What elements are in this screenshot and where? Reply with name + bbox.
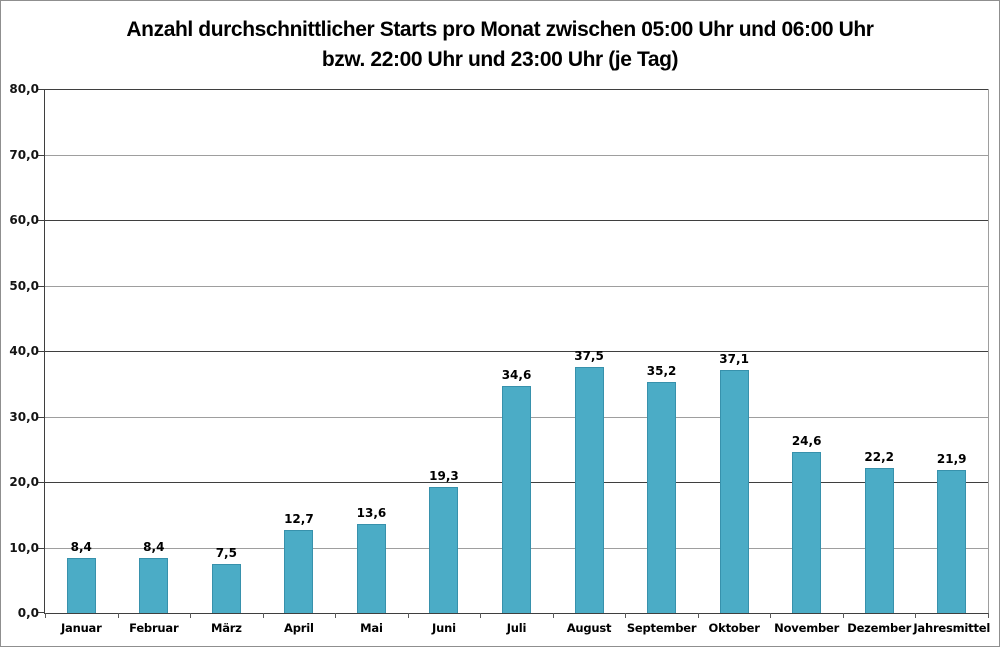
bar xyxy=(865,468,894,613)
bar xyxy=(720,370,749,613)
bar xyxy=(357,524,386,613)
gridline xyxy=(45,220,988,221)
bar xyxy=(67,558,96,613)
y-tick xyxy=(38,220,44,221)
bar-value-label: 22,2 xyxy=(864,450,894,464)
bar-value-label: 34,6 xyxy=(501,368,532,382)
x-tick xyxy=(45,613,46,618)
x-tick xyxy=(625,613,626,618)
chart-title-line-2: bzw. 22:00 Uhr und 23:00 Uhr (je Tag) xyxy=(321,48,679,71)
bar-value-label: 37,5 xyxy=(574,349,604,363)
bar-value-label: 7,5 xyxy=(215,546,237,560)
y-axis-label: 60,0 xyxy=(9,213,39,227)
bar-value-label: 8,4 xyxy=(70,540,92,554)
bar-value-label: 35,2 xyxy=(646,364,677,378)
x-axis-label: Januar xyxy=(60,621,102,635)
y-axis-label: 20,0 xyxy=(9,475,39,489)
x-axis-label: August xyxy=(566,621,612,635)
bar xyxy=(284,530,313,613)
x-tick xyxy=(988,613,989,618)
x-tick xyxy=(118,613,119,618)
plot-area: 8,4 Januar 8,4 Februar 7,5 März 12,7 April 13,6 M… xyxy=(38,89,990,635)
x-axis-label: Dezember xyxy=(847,621,912,635)
bar-value-label: 19,3 xyxy=(429,469,459,483)
x-axis-label: Juli xyxy=(506,621,527,635)
x-axis-label: November xyxy=(774,621,840,635)
x-tick xyxy=(480,613,481,618)
bar xyxy=(429,487,458,613)
y-axis-label: 70,0 xyxy=(9,147,39,162)
x-axis-label: Juni xyxy=(432,621,456,635)
y-tick xyxy=(38,416,44,418)
x-tick xyxy=(915,613,916,618)
bar-value-label: 8,4 xyxy=(143,540,165,554)
y-axis-label: 80,0 xyxy=(9,82,39,96)
y-axis-label: 40,0 xyxy=(9,344,39,358)
x-axis-label: September xyxy=(626,621,697,635)
bar-value-label: 37,1 xyxy=(719,352,749,366)
y-tick xyxy=(38,351,44,352)
x-tick xyxy=(190,613,191,618)
bar-value-label: 12,7 xyxy=(284,512,314,526)
gridline xyxy=(45,154,988,156)
x-axis-label: Mai xyxy=(360,621,383,635)
bar xyxy=(139,558,168,613)
y-tick xyxy=(38,547,44,549)
y-tick xyxy=(38,89,44,90)
x-tick xyxy=(698,613,699,618)
x-axis-label: Februar xyxy=(129,621,179,635)
chart-title-line-1: Anzahl durchschnittlicher Starts pro Mon… xyxy=(126,18,874,41)
x-tick xyxy=(553,613,554,618)
bar xyxy=(502,386,531,613)
bar-value-label: 24,6 xyxy=(791,434,822,448)
x-tick xyxy=(770,613,771,618)
bar xyxy=(575,367,604,613)
x-axis-label: März xyxy=(210,621,242,635)
bar xyxy=(212,564,241,613)
gridline xyxy=(45,351,988,352)
bar xyxy=(647,382,676,613)
bar xyxy=(792,452,821,613)
y-axis-label: 30,0 xyxy=(9,409,39,424)
x-tick xyxy=(408,613,409,618)
x-tick xyxy=(263,613,264,618)
y-tick xyxy=(38,612,44,613)
y-axis-label: 50,0 xyxy=(9,278,39,293)
bar-value-label: 21,9 xyxy=(936,452,967,466)
y-axis-label: 0,0 xyxy=(17,606,39,620)
y-tick xyxy=(38,154,44,156)
x-axis-label: Oktober xyxy=(708,621,760,635)
y-tick xyxy=(38,285,44,287)
x-axis-label: April xyxy=(284,621,314,635)
x-tick xyxy=(335,613,336,618)
gridline xyxy=(45,285,988,287)
bar-value-label: 13,6 xyxy=(356,506,387,520)
y-tick xyxy=(38,482,44,483)
x-tick xyxy=(843,613,844,618)
gridline xyxy=(45,89,988,90)
chart-title: Anzahl durchschnittlicher Starts pro Mon… xyxy=(1,15,999,75)
x-axis-label: Jahresmittel xyxy=(913,621,991,635)
bar xyxy=(937,470,966,613)
y-axis-label: 10,0 xyxy=(9,540,39,555)
